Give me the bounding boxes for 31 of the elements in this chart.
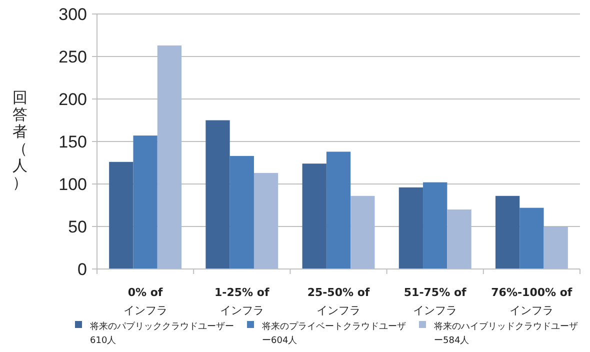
y-tick-label: 150 (58, 132, 87, 152)
y-tick-label: 200 (58, 90, 87, 109)
bar (109, 162, 134, 269)
bar (520, 208, 544, 269)
bar (302, 164, 326, 269)
y-tick-label: 100 (58, 174, 87, 194)
x-tick-label: 0% of インフラ (123, 286, 168, 317)
bar (350, 196, 375, 269)
bar (544, 226, 568, 269)
bar (133, 136, 158, 269)
bar (254, 172, 278, 269)
bar (398, 187, 424, 269)
bar (423, 182, 448, 269)
y-axis-title: 回答者（人） (12, 88, 28, 192)
y-tick-label: 0 (78, 260, 87, 279)
bar (495, 196, 520, 269)
bar (206, 120, 230, 269)
y-tick-label: 250 (58, 47, 87, 66)
bar (326, 152, 351, 269)
bar (230, 156, 254, 269)
y-tick-label: 300 (58, 4, 87, 24)
x-tick-label: 51-75% of インフラ (404, 286, 466, 317)
legend-label: 将来のプライベートクラウドユーザー604人 (261, 321, 406, 346)
x-tick-label: 25-50% of インフラ (307, 286, 370, 317)
bar (157, 45, 182, 269)
legend-label: 将来のパブリッククラウドユーザー610人 (89, 321, 234, 346)
y-tick-label: 50 (68, 217, 87, 236)
x-tick-label: 1-25% of インフラ (214, 286, 270, 317)
bar (447, 210, 472, 269)
x-tick-label: 76%-100% of インフラ (491, 286, 572, 317)
legend-label: 将来のハイブリッドクラウドユーザー584人 (433, 321, 578, 346)
